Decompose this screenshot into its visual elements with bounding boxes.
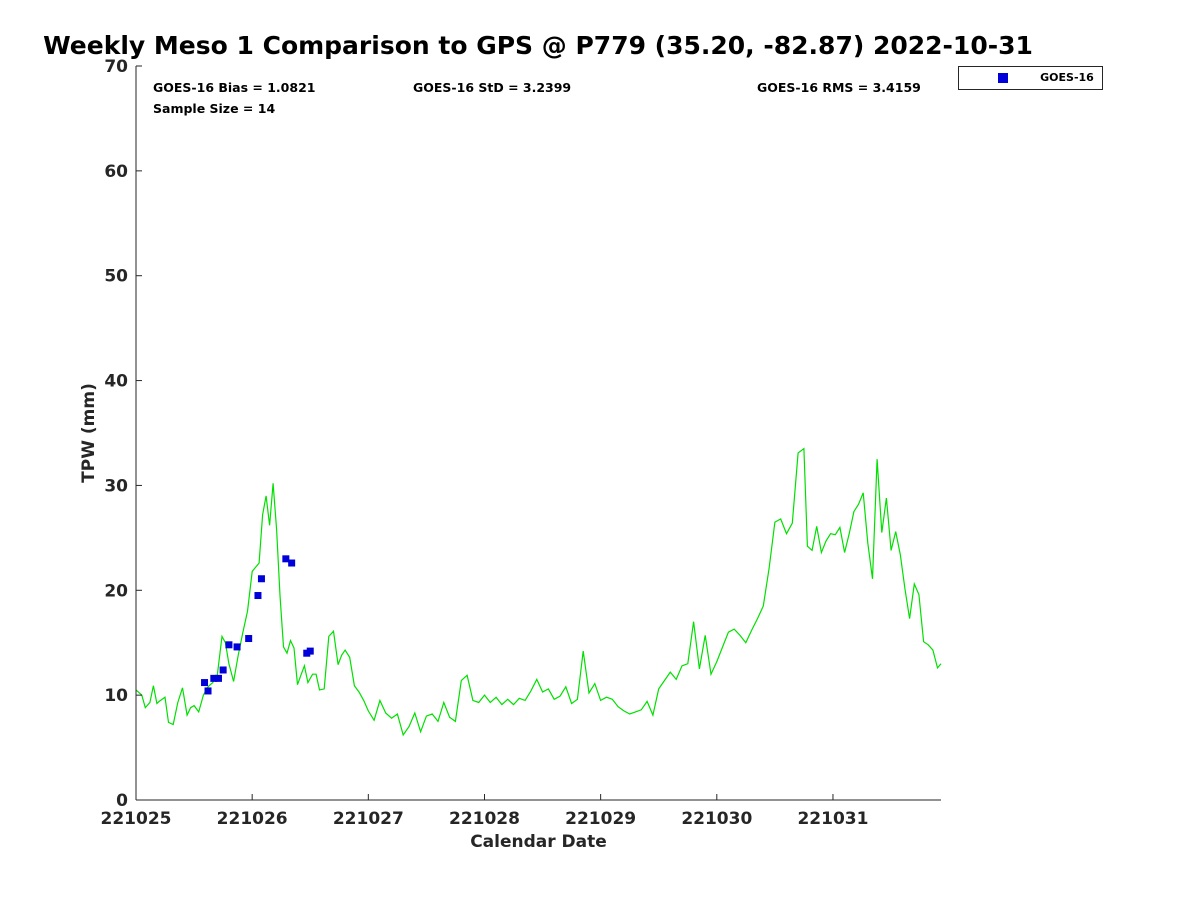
goes16-point: [219, 666, 227, 674]
y-tick-label: 0: [116, 791, 128, 811]
goes16-point: [282, 555, 290, 563]
y-tick-label: 50: [104, 267, 128, 287]
goes16-point: [306, 647, 314, 655]
goes16-point: [257, 575, 265, 583]
goes16-point: [214, 674, 222, 682]
x-tick-label: 221026: [217, 809, 288, 829]
rms-stat: GOES-16 RMS = 3.4159: [757, 80, 921, 95]
goes16-point: [254, 592, 262, 600]
legend-label-goes16: GOES-16: [1040, 71, 1094, 84]
goes16-point: [225, 641, 233, 649]
goes16-point: [288, 559, 296, 567]
x-axis-label: Calendar Date: [470, 832, 607, 852]
legend: GOES-16: [958, 66, 1103, 90]
x-tick-label: 221029: [565, 809, 636, 829]
y-tick-label: 70: [104, 57, 128, 77]
chart-title: Weekly Meso 1 Comparison to GPS @ P779 (…: [43, 31, 1033, 60]
y-axis-label: TPW (mm): [79, 383, 99, 483]
x-tick-label: 221030: [681, 809, 752, 829]
goes16-point: [210, 674, 218, 682]
x-axis-ticks: 221025 221026 221027 221028 221029 221030 2210…: [101, 794, 868, 829]
y-axis-ticks: 0 10 20 30 40 50 60 70: [104, 57, 142, 811]
y-tick-label: 30: [104, 476, 128, 496]
y-tick-label: 20: [104, 581, 128, 601]
y-tick-label: 60: [104, 162, 128, 182]
tpw-line: [135, 447, 942, 737]
tpw-line-series: [135, 447, 942, 737]
x-tick-label: 221028: [449, 809, 520, 829]
axes: 0 10 20 30 40 50 60 70 221025 221026 221027 221028…: [101, 57, 941, 829]
legend-marker-goes16: [998, 73, 1008, 83]
x-tick-label: 221025: [101, 809, 172, 829]
bias-stat: GOES-16 Bias = 1.0821: [153, 80, 315, 95]
stats-annotations: GOES-16 Bias = 1.0821 GOES-16 StD = 3.23…: [153, 80, 921, 116]
goes16-point: [233, 643, 241, 651]
goes16-point: [204, 687, 212, 695]
x-tick-label: 221031: [797, 809, 868, 829]
plot-area: [135, 447, 942, 737]
y-tick-label: 40: [104, 372, 128, 392]
sample-size-stat: Sample Size = 14: [153, 101, 275, 116]
goes16-point-series: [201, 555, 314, 695]
goes16-point: [201, 679, 209, 687]
y-tick-label: 10: [104, 686, 128, 706]
goes16-point: [245, 635, 253, 643]
legend-box: [958, 66, 1103, 90]
x-tick-label: 221027: [333, 809, 404, 829]
std-stat: GOES-16 StD = 3.2399: [413, 80, 571, 95]
